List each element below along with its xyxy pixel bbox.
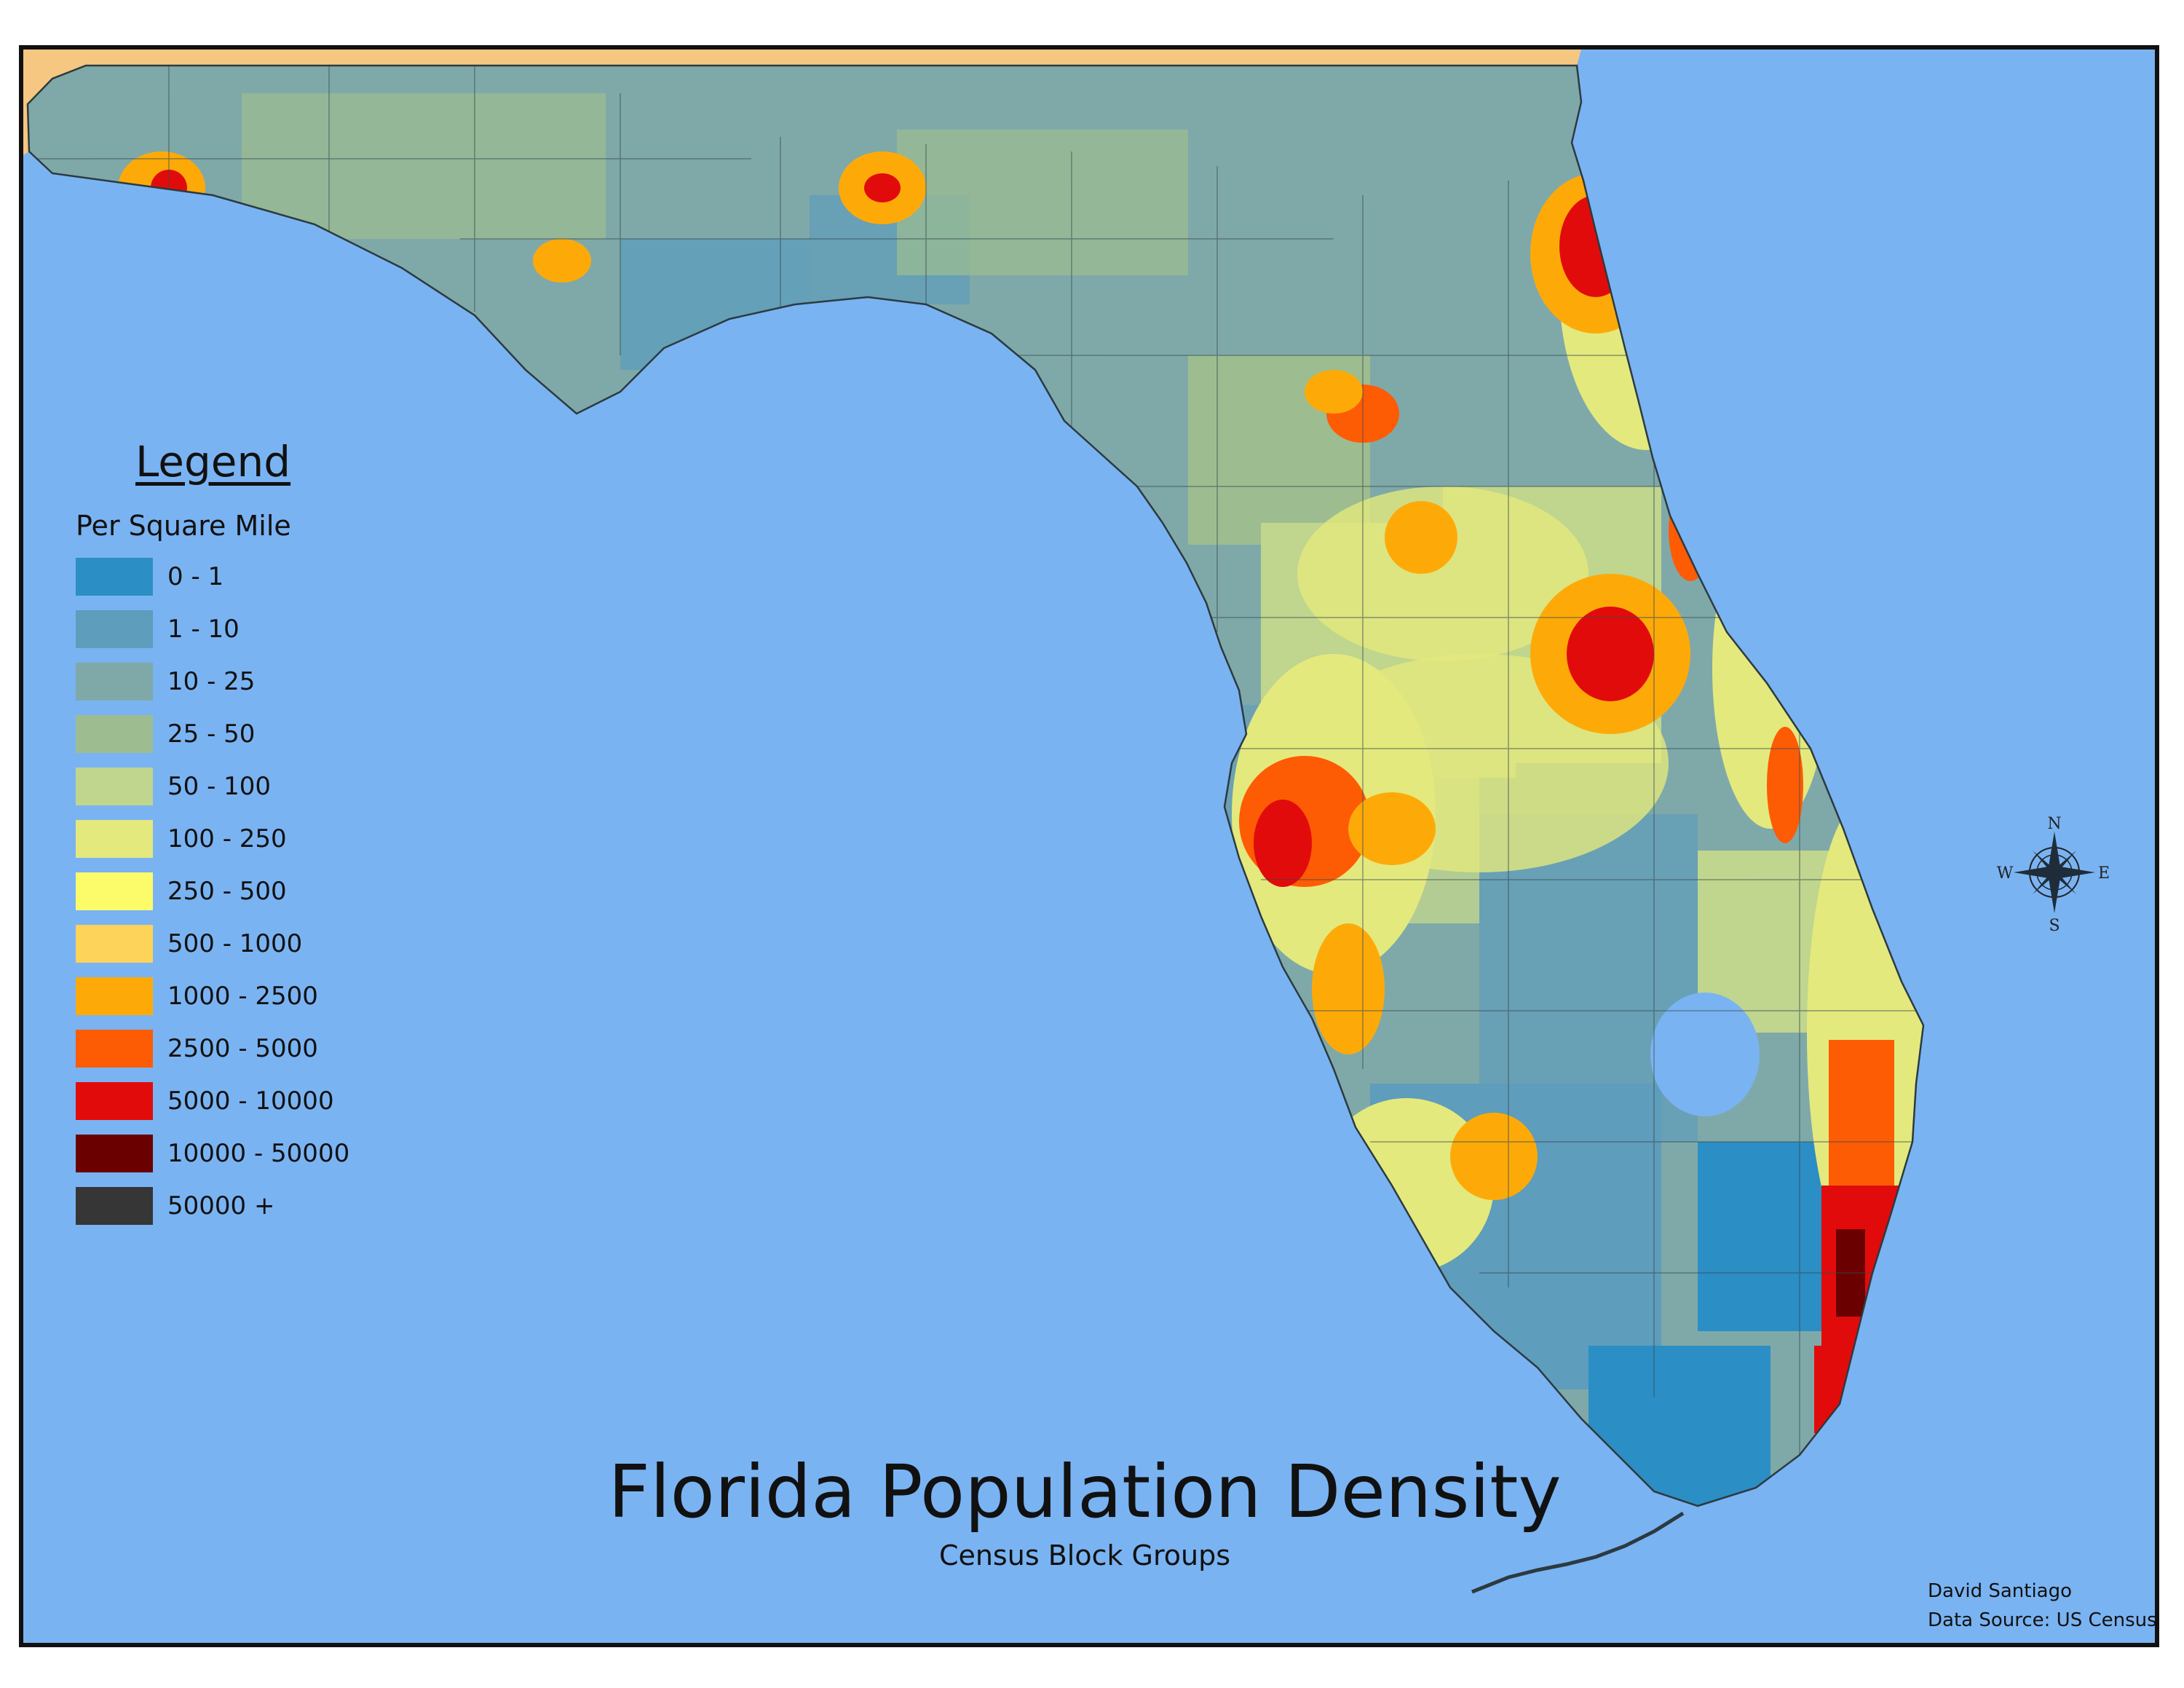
legend-swatch (76, 820, 153, 858)
legend-subtitle: Per Square Mile (76, 510, 291, 542)
legend-label: 50 - 100 (167, 772, 272, 801)
legend-label: 100 - 250 (167, 824, 287, 853)
legend-label: 5000 - 10000 (167, 1086, 334, 1116)
legend-label: 25 - 50 (167, 719, 256, 749)
legend-swatch (76, 1082, 153, 1120)
legend-swatch (76, 610, 153, 648)
legend-swatch (76, 768, 153, 805)
legend-swatch (76, 1135, 153, 1172)
map-frame: N S E W (19, 45, 2159, 1647)
legend-swatch (76, 1187, 153, 1225)
legend-label: 2500 - 5000 (167, 1034, 318, 1063)
legend-swatch (76, 663, 153, 701)
legend-title: Legend (135, 437, 291, 486)
legend-swatch (76, 1030, 153, 1068)
legend-label: 1 - 10 (167, 615, 240, 644)
legend-label: 0 - 1 (167, 562, 224, 591)
legend-label: 10000 - 50000 (167, 1139, 350, 1168)
compass-south: S (2049, 917, 2060, 935)
compass-east: E (2098, 864, 2110, 883)
legend-swatch (76, 558, 153, 596)
legend-swatch (76, 715, 153, 753)
data-source-credit: Data Source: US Census (1928, 1609, 2157, 1631)
map-subtitle: Census Block Groups (938, 1539, 1231, 1571)
florida-keys (1471, 1511, 1685, 1594)
map-title: Florida Population Density (608, 1449, 1562, 1534)
author-credit: David Santiago (1928, 1580, 2073, 1602)
legend-label: 50000 + (167, 1191, 275, 1220)
compass-west: W (1997, 864, 2014, 883)
compass-rose: N S E W (1997, 815, 2110, 935)
legend-label: 250 - 500 (167, 877, 287, 906)
compass-north: N (2047, 815, 2061, 833)
legend-label: 1000 - 2500 (167, 982, 318, 1011)
legend-swatch (76, 977, 153, 1015)
legend-swatch (76, 925, 153, 963)
legend-label: 500 - 1000 (167, 929, 303, 958)
lake-okeechobee (1650, 993, 1760, 1116)
legend-swatch (76, 872, 153, 910)
legend-label: 10 - 25 (167, 667, 256, 696)
florida-map: N S E W (23, 50, 2155, 1643)
